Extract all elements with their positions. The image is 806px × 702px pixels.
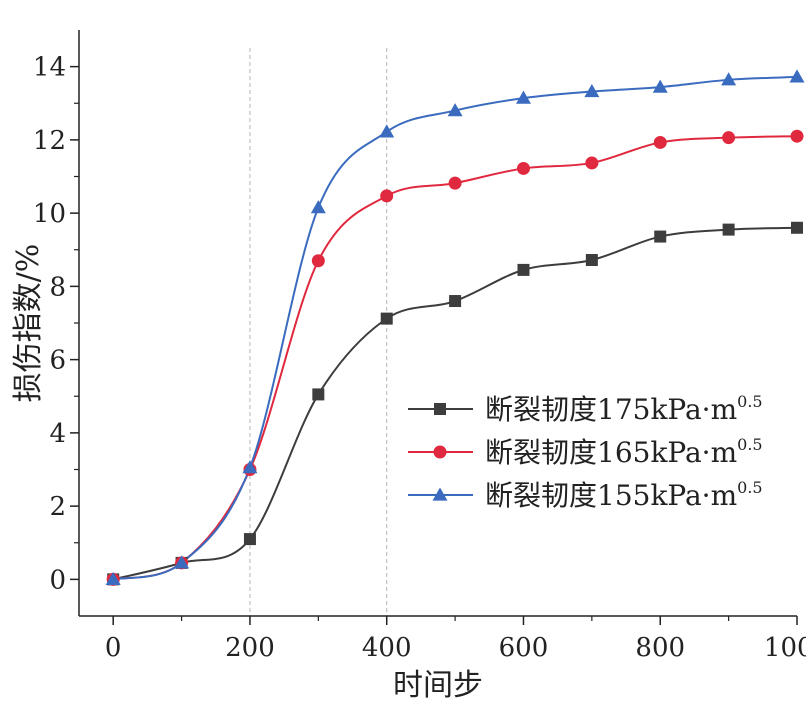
legend: 断裂韧度175kPa·m0.5 断裂韧度165kPa·m0.5 断裂韧度155kPa… [408, 392, 763, 512]
data-point-triangle-900 [721, 72, 737, 86]
data-point-triangle-800 [652, 79, 668, 93]
data-point-square-400 [380, 312, 393, 325]
legend-marker-square [434, 403, 446, 415]
y-tick-label-0: 0 [49, 565, 66, 595]
legend-label-triangle: 断裂韧度155kPa·m0.5 [485, 478, 763, 512]
series-line-square [112, 226, 798, 581]
data-point-square-900 [722, 223, 735, 236]
data-point-triangle-0 [105, 571, 121, 585]
data-point-circle-800 [653, 135, 667, 149]
data-point-triangle-500 [447, 103, 463, 117]
data-point-square-500 [449, 295, 462, 308]
legend-label-circle: 断裂韧度165kPa·m0.5 [485, 435, 763, 469]
x-axis-title: 时间步 [393, 668, 483, 702]
legend-marker-circle [433, 445, 447, 459]
y-tick-label-8: 8 [49, 272, 66, 302]
data-point-square-800 [654, 230, 667, 243]
x-tick-label-800: 800 [635, 633, 685, 663]
data-point-circle-400 [380, 189, 394, 203]
legend-label-square: 断裂韧度175kPa·m0.5 [485, 392, 763, 426]
data-point-square-200 [243, 533, 256, 546]
data-point-triangle-400 [379, 124, 395, 138]
data-point-square-300 [312, 388, 325, 401]
x-tick-label-400: 400 [362, 633, 412, 663]
data-point-square-1000 [791, 221, 803, 234]
data-point-circle-600 [516, 161, 530, 175]
y-tick-label-2: 2 [49, 492, 66, 522]
markers-layer [105, 69, 805, 586]
legend-label-exponent: 0.5 [737, 435, 762, 454]
y-tick-label-10: 10 [33, 199, 66, 229]
data-point-square-700 [585, 254, 598, 267]
legend-marker-triangle [432, 487, 448, 501]
data-point-triangle-1000 [789, 69, 805, 83]
data-point-circle-300 [311, 254, 325, 268]
series-line-circle [112, 135, 798, 581]
axes [78, 30, 797, 617]
data-point-triangle-600 [515, 90, 531, 104]
legend-label-exponent: 0.5 [737, 392, 762, 411]
data-point-circle-900 [722, 131, 736, 145]
data-point-triangle-100 [174, 555, 190, 569]
x-tick-label-200: 200 [225, 633, 275, 663]
data-point-square-600 [517, 263, 530, 276]
data-point-triangle-700 [584, 84, 600, 98]
x-tick-label-0: 0 [105, 633, 122, 663]
y-tick-label-4: 4 [49, 419, 66, 449]
reference-lines [249, 48, 388, 616]
y-tick-label-14: 14 [33, 53, 66, 83]
x-tick-label-600: 600 [499, 633, 549, 663]
data-point-circle-500 [448, 176, 462, 190]
data-point-circle-700 [585, 156, 599, 170]
y-tick-label-6: 6 [49, 346, 66, 376]
y-tick-label-12: 12 [33, 126, 66, 156]
data-point-triangle-300 [310, 200, 326, 214]
legend-label-exponent: 0.5 [737, 478, 762, 497]
y-axis-title: 损伤指数/% [11, 244, 46, 403]
data-point-triangle-200 [242, 460, 258, 474]
data-point-circle-1000 [790, 129, 804, 143]
